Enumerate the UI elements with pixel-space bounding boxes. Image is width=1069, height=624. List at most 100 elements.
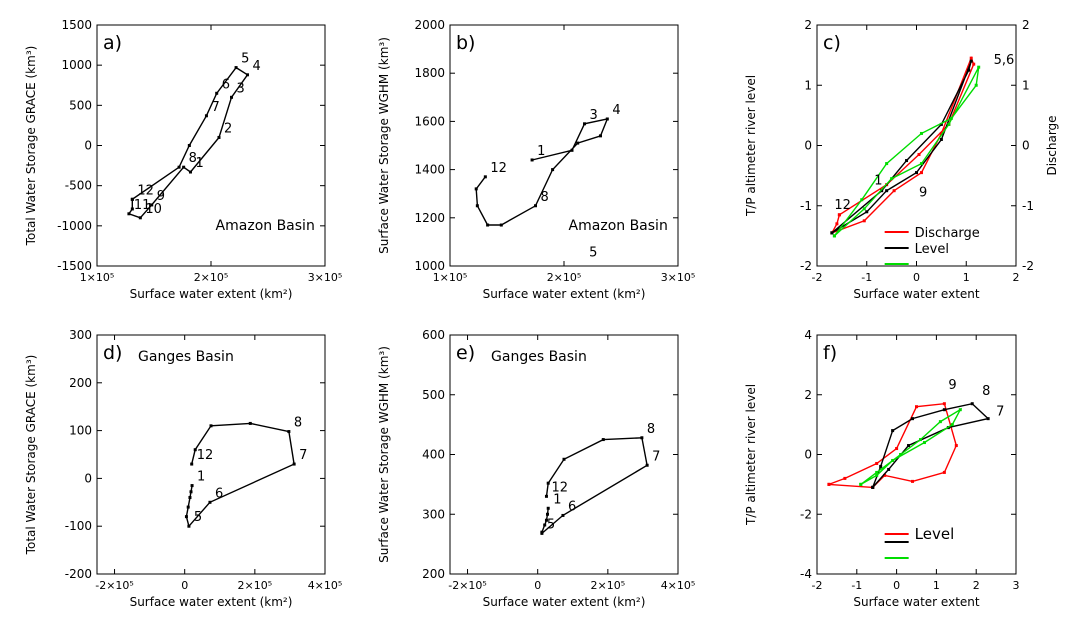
x-tick-label: 0 (181, 579, 188, 592)
point-label: 6 (222, 77, 230, 92)
data-point (186, 505, 190, 509)
data-point (150, 203, 154, 207)
data-point (546, 506, 550, 510)
series-line (828, 402, 958, 489)
y-axis-title: T/P altimeter river level (744, 75, 758, 217)
data-point (865, 210, 869, 214)
data-point (949, 116, 953, 120)
panel-label: b) (456, 32, 475, 54)
panel-label: c) (823, 32, 841, 54)
data-point (570, 148, 574, 152)
data-point (182, 165, 186, 169)
data-point (986, 417, 990, 421)
panel-e: -2×10⁵ 0 2×10⁵ 4×10⁵ 200 300 400 500 600 Surface … (377, 328, 695, 609)
point-label: 5 (547, 517, 555, 532)
series-0: 1 56 7 8 12 (184, 416, 307, 528)
point-label: 11 (134, 198, 151, 213)
point-label: 12 (197, 448, 214, 463)
data-point (942, 408, 946, 412)
data-point (234, 66, 238, 70)
data-point (486, 223, 490, 227)
data-point (188, 496, 192, 500)
y-tick-label: 400 (422, 448, 445, 462)
data-point (248, 421, 252, 425)
data-point (209, 424, 213, 428)
data-point (892, 189, 896, 193)
data-point (215, 91, 219, 95)
panel-label: d) (103, 342, 122, 364)
basin-annotation: Amazon Basin (569, 218, 668, 234)
x-axis-title: Surface water extent (853, 287, 980, 301)
data-point (942, 470, 946, 474)
x-tick-label: 2×10⁵ (194, 271, 229, 284)
point-label: 4 (252, 59, 260, 74)
x-tick-label: 3 (1013, 579, 1020, 592)
data-point (875, 473, 879, 477)
y-tick-label: -1000 (57, 219, 92, 233)
y-tick-label: 500 (422, 388, 445, 402)
data-point (891, 458, 895, 462)
series-0: 1 3 4 8 12 (474, 103, 621, 227)
y-tick-label: 2 (804, 388, 812, 402)
panel-d: -2×10⁵ 0 2×10⁵ 4×10⁵ -200 -100 0 100 200 300 Surfa… (24, 328, 342, 609)
data-point (130, 197, 134, 201)
x-axis-title: Surface water extent (853, 595, 980, 609)
data-point (905, 159, 909, 163)
point-label: 9 (157, 189, 165, 204)
panel-label: e) (456, 342, 475, 364)
data-point (601, 438, 605, 442)
x-tick-label: -2×10⁵ (448, 579, 487, 592)
data-point (499, 223, 503, 227)
data-point (843, 476, 847, 480)
y-axis-title: Total Water Storage GRACE (km³) (24, 355, 38, 556)
y-tick-label-right: -1 (1022, 199, 1034, 213)
data-point (189, 490, 193, 494)
x-tick-label: -1 (851, 579, 862, 592)
data-point (918, 438, 922, 442)
data-point (483, 175, 487, 179)
y-tick-label: -100 (65, 519, 92, 533)
y-tick-label: 300 (69, 328, 92, 342)
data-point (583, 122, 587, 126)
point-label: 2 (224, 121, 232, 136)
data-point (832, 234, 836, 238)
point-label: 8 (294, 416, 302, 431)
data-point (911, 417, 915, 421)
data-point (540, 531, 544, 535)
x-tick-label: 2×10⁵ (591, 579, 626, 592)
data-point (969, 56, 973, 60)
data-point (837, 213, 841, 217)
data-point (546, 481, 550, 485)
data-point (919, 171, 923, 175)
plot-frame (449, 334, 679, 575)
data-point (204, 114, 208, 118)
panel-label: f) (823, 342, 837, 364)
y-tick-label: 2000 (414, 18, 445, 32)
point-label: 8 (541, 190, 549, 205)
y-tick-label: 1600 (414, 114, 445, 128)
data-point (974, 83, 978, 87)
data-point (871, 485, 875, 489)
point-label: 12 (834, 198, 851, 213)
data-point (475, 204, 479, 208)
data-point (972, 62, 976, 66)
series-0 (827, 402, 958, 489)
y-tick-label: 1000 (414, 259, 445, 273)
y-tick-label: 1000 (61, 58, 92, 72)
point-label: 3 (237, 81, 245, 96)
y-axis-title: T/P altimeter river level (744, 384, 758, 526)
data-point (576, 141, 580, 145)
x-axis-title: Surface water extent (km²) (130, 595, 293, 609)
legend-label: Level (915, 242, 949, 257)
x-tick-label: -1 (861, 271, 872, 284)
data-point (546, 512, 550, 516)
point-label: 1 (195, 156, 203, 171)
point-label: 1 (874, 174, 882, 189)
x-tick-label: 0 (913, 271, 920, 284)
data-point (561, 513, 565, 517)
legend-label: Level (915, 525, 955, 543)
data-point (917, 153, 921, 157)
point-label: 9 (948, 378, 956, 393)
data-point (287, 430, 291, 434)
